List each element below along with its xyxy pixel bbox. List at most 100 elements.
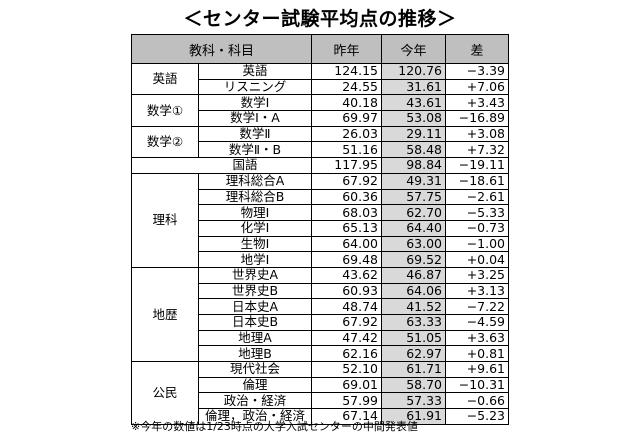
- this-year-cell: 63.00: [381, 235, 447, 253]
- subject-cell: 政治・経済: [197, 392, 313, 410]
- table-row: 政治・経済 57.99 57.33 −0.66: [132, 392, 510, 410]
- table-row: 国語 117.95 98.84 −19.11: [130, 157, 510, 174]
- difference-cell: +0.81: [445, 345, 510, 363]
- difference-cell: −2.61: [445, 188, 510, 206]
- header-this-year: 今年: [381, 34, 447, 64]
- footnote: ※今年の数値は1/23時点の大学入試センターの中間発表値: [131, 420, 418, 433]
- table-row: 数学Ⅱ・B 51.16 58.48 +7.32: [132, 141, 510, 159]
- table-row: 数学② 数学Ⅱ 26.03 29.11 +3.08: [131, 125, 510, 159]
- prev-year-cell: 64.00: [311, 235, 383, 253]
- subject-cell: 倫理，政治・経済: [197, 408, 313, 425]
- difference-cell: +3.43: [445, 94, 510, 112]
- category-cell: 数学②: [131, 125, 199, 159]
- subject-cell: リスニング: [197, 78, 313, 96]
- category-cell: 数学①: [131, 94, 199, 127]
- difference-cell: +7.32: [445, 141, 510, 159]
- subject-cell: 現代社会: [197, 361, 313, 378]
- table-row: 数学① 数学Ⅰ 40.18 43.61 +3.43: [131, 94, 510, 127]
- table-row: リスニング 24.55 31.61 +7.06: [132, 78, 510, 96]
- prev-year-cell: 40.18: [311, 94, 383, 112]
- this-year-cell: 58.70: [381, 376, 447, 394]
- prev-year-cell: 47.42: [311, 329, 383, 347]
- difference-cell: +7.06: [445, 78, 510, 96]
- difference-cell: −18.61: [445, 172, 510, 190]
- subject-cell: 地理A: [197, 329, 313, 347]
- this-year-cell: 49.31: [381, 172, 447, 190]
- this-year-cell: 62.70: [381, 204, 447, 221]
- this-year-cell: 57.33: [381, 392, 447, 410]
- prev-year-cell: 60.93: [311, 282, 383, 300]
- this-year-cell: 63.33: [381, 314, 447, 331]
- prev-year-cell: 24.55: [311, 78, 383, 96]
- prev-year-cell: 26.03: [311, 125, 383, 143]
- subject-cell: 世界史A: [197, 266, 313, 284]
- subject-cell: 生物Ⅰ: [197, 235, 313, 253]
- this-year-cell: 69.52: [381, 251, 447, 268]
- difference-cell: −3.39: [445, 63, 510, 80]
- prev-year-cell: 124.15: [311, 63, 383, 80]
- prev-year-cell: 48.74: [311, 298, 383, 315]
- this-year-cell: 53.08: [381, 110, 447, 127]
- table-row: 物理Ⅰ 68.03 62.70 −5.33: [132, 204, 510, 221]
- difference-cell: −19.11: [445, 157, 510, 174]
- table-row: 日本史A 48.74 41.52 −7.22: [132, 298, 510, 315]
- subject-cell: 日本史B: [197, 314, 313, 331]
- prev-year-cell: 69.97: [311, 110, 383, 127]
- prev-year-cell: 52.10: [311, 361, 383, 378]
- this-year-cell: 46.87: [381, 266, 447, 284]
- subject-cell: 倫理: [197, 376, 313, 394]
- subject-cell: 世界史B: [197, 282, 313, 300]
- this-year-cell: 58.48: [381, 141, 447, 159]
- this-year-cell: 64.40: [381, 219, 447, 237]
- this-year-cell: 43.61: [381, 94, 447, 112]
- this-year-cell: 98.84: [381, 157, 447, 174]
- difference-cell: +3.08: [445, 125, 510, 143]
- subject-cell: 理科総合B: [197, 188, 313, 206]
- this-year-cell: 61.91: [381, 408, 447, 425]
- difference-cell: −1.00: [445, 235, 510, 253]
- prev-year-cell: 69.01: [311, 376, 383, 394]
- this-year-cell: 120.76: [381, 63, 447, 80]
- difference-cell: +3.25: [445, 266, 510, 284]
- difference-cell: −0.66: [445, 392, 510, 410]
- prev-year-cell: 67.14: [311, 408, 383, 425]
- prev-year-cell: 51.16: [311, 141, 383, 159]
- prev-year-cell: 117.95: [311, 157, 383, 174]
- table-row: 公民 現代社会 52.10 61.71 +9.61: [131, 361, 510, 425]
- subject-cell: 数学Ⅰ・A: [197, 110, 313, 127]
- table-row: 世界史B 60.93 64.06 +3.13: [132, 282, 510, 300]
- this-year-cell: 64.06: [381, 282, 447, 300]
- difference-cell: −5.33: [445, 204, 510, 221]
- table-row: 地歴 世界史A 43.62 46.87 +3.25: [131, 266, 510, 363]
- prev-year-cell: 67.92: [311, 172, 383, 190]
- category-cell: 地歴: [131, 266, 199, 363]
- subject-cell: 国語: [130, 157, 313, 174]
- table-row: 数学Ⅰ・A 69.97 53.08 −16.89: [132, 110, 510, 127]
- this-year-cell: 41.52: [381, 298, 447, 315]
- category-cell: 英語: [131, 62, 199, 96]
- this-year-cell: 62.97: [381, 345, 447, 363]
- table-row: 日本史B 67.92 63.33 −4.59: [132, 314, 510, 331]
- table-row: 地理B 62.16 62.97 +0.81: [132, 345, 510, 363]
- prev-year-cell: 69.48: [311, 251, 383, 268]
- subject-cell: 地学Ⅰ: [197, 251, 313, 268]
- difference-cell: +3.13: [445, 282, 510, 300]
- this-year-cell: 57.75: [381, 188, 447, 206]
- header-subject: 教科・科目: [130, 34, 313, 64]
- category-cell: 公民: [131, 361, 199, 425]
- table-body: 英語 英語 124.15 120.76 −3.39 リスニング 24.55 31.61 +7.0…: [130, 62, 510, 425]
- category-cell: 理科: [131, 172, 199, 268]
- prev-year-cell: 57.99: [311, 392, 383, 410]
- header-prev-year: 昨年: [311, 34, 383, 64]
- prev-year-cell: 67.92: [311, 314, 383, 331]
- difference-cell: +0.04: [445, 251, 510, 268]
- this-year-cell: 29.11: [381, 125, 447, 143]
- prev-year-cell: 43.62: [311, 266, 383, 284]
- this-year-cell: 51.05: [381, 329, 447, 347]
- this-year-cell: 31.61: [381, 78, 447, 96]
- subject-cell: 数学Ⅱ・B: [197, 141, 313, 159]
- subject-cell: 物理Ⅰ: [197, 204, 313, 221]
- subject-cell: 理科総合A: [197, 172, 313, 190]
- difference-cell: −5.23: [445, 408, 510, 425]
- difference-cell: +3.63: [445, 329, 510, 347]
